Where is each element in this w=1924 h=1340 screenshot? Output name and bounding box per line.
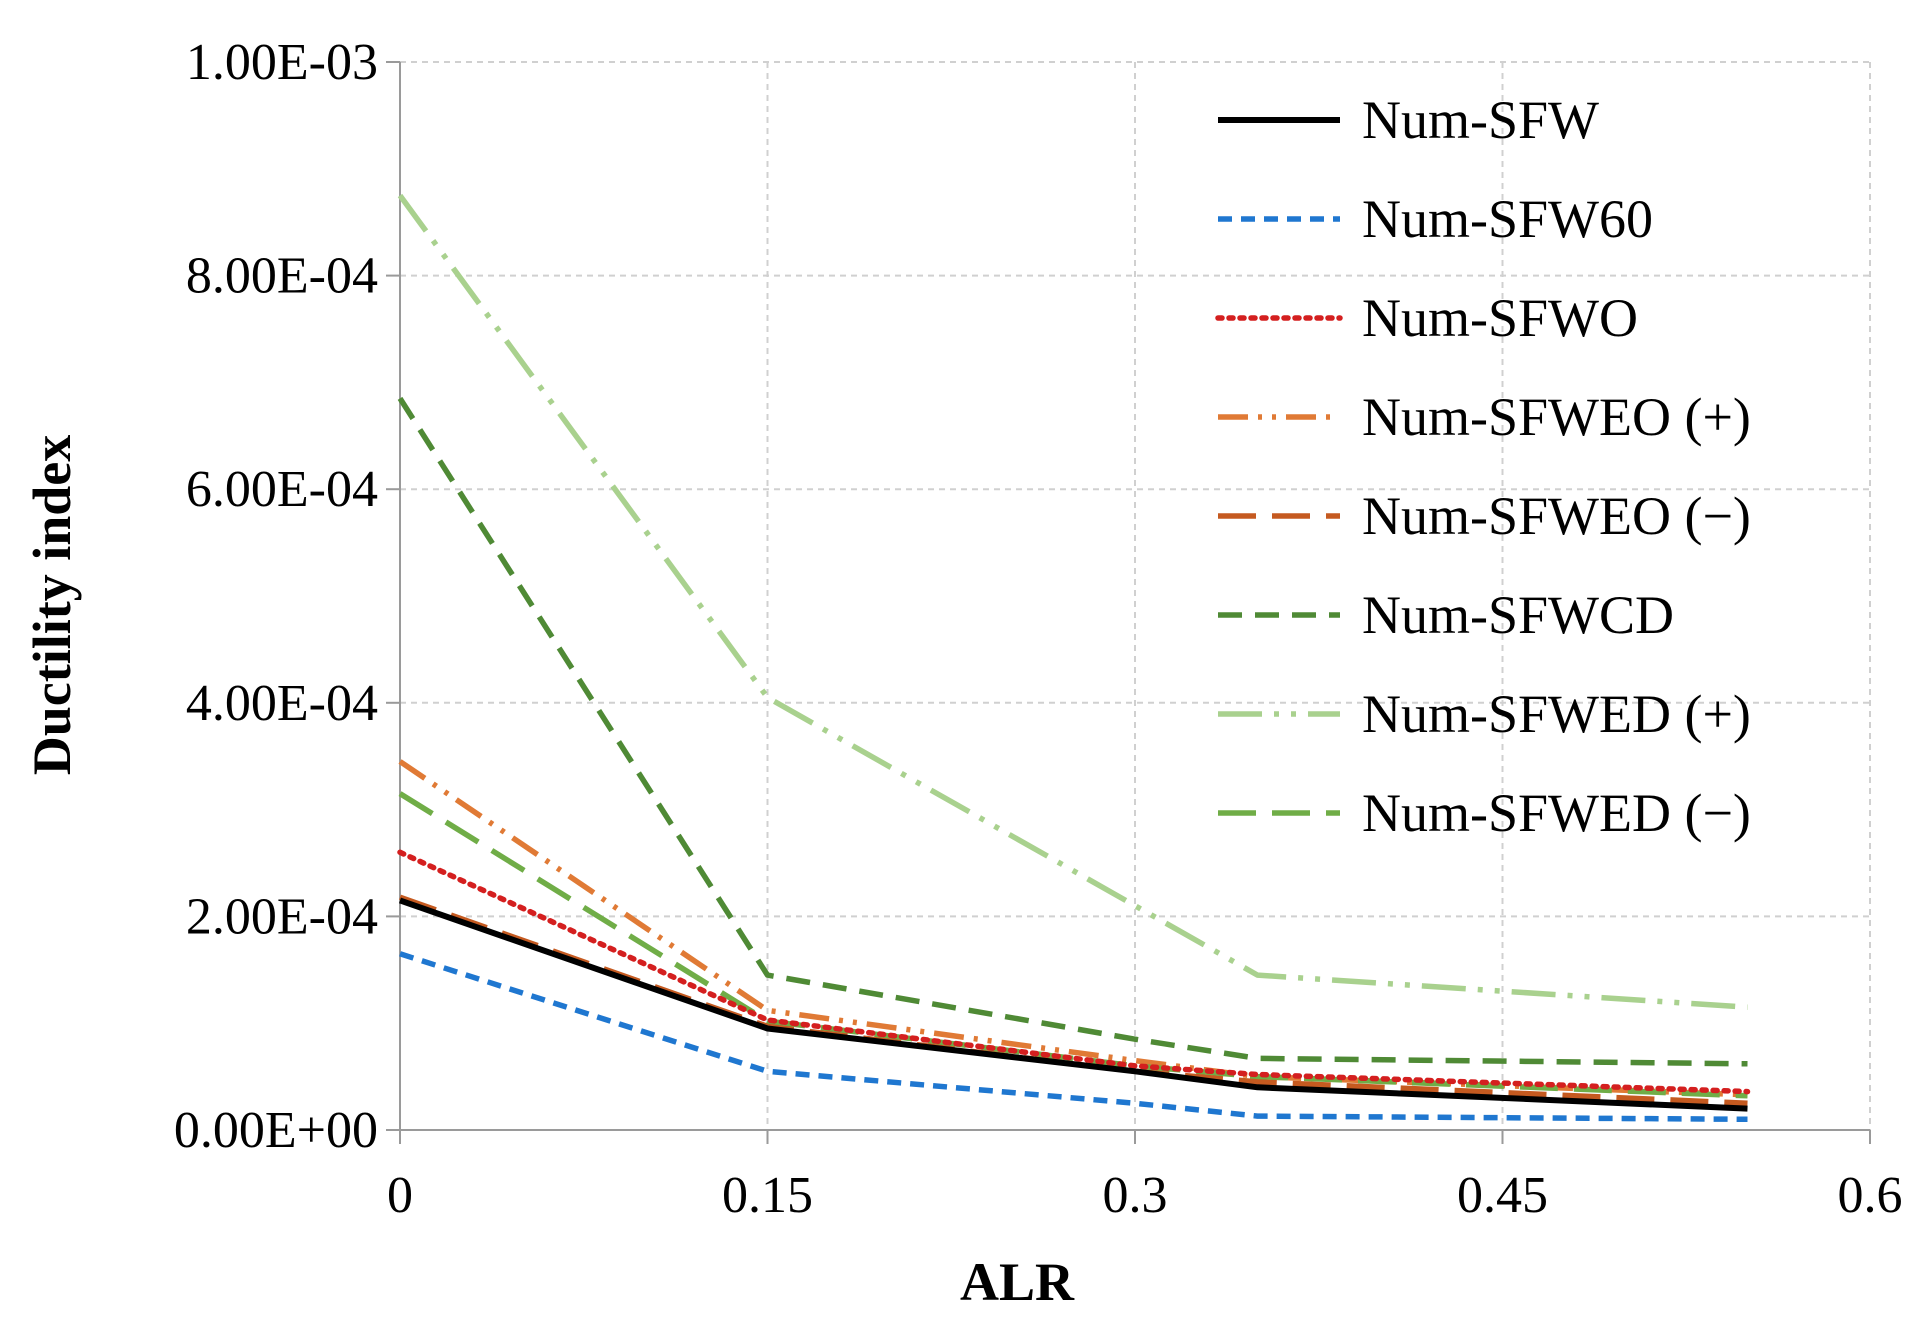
x-tick-label: 0: [387, 1167, 413, 1224]
series-line-num-sfwo: [397, 849, 1751, 1095]
legend-label-num-sfweo-minus: Num-SFWEO (−): [1362, 486, 1751, 546]
y-axis-title: Ductility index: [22, 435, 82, 776]
series-line-num-sfwcd: [397, 396, 1748, 1067]
series-lines: [397, 193, 1751, 1123]
y-tick-label: 0.00E+00: [174, 1102, 378, 1159]
series-line-num-sfw60: [399, 951, 1748, 1123]
legend-label-num-sfwo: Num-SFWO: [1362, 288, 1638, 348]
y-tick-label: 2.00E-04: [186, 888, 378, 945]
legend-label-num-sfweo-plus: Num-SFWEO (+): [1362, 387, 1751, 447]
y-tick-label: 1.00E-03: [186, 34, 378, 91]
legend-label-num-sfwed-plus: Num-SFWED (+): [1362, 684, 1751, 744]
x-tick-label: 0.15: [722, 1167, 813, 1224]
grid: [400, 61, 1871, 1130]
y-tick-label: 8.00E-04: [186, 248, 378, 305]
legend-label-num-sfwcd: Num-SFWCD: [1362, 585, 1674, 645]
axes: 0.00E+00 2.00E-04 4.00E-04 6.00E-04 8.00E-04…: [174, 34, 1903, 1224]
series-line-num-sfweo-minus: [399, 894, 1748, 1107]
y-tick-label: 4.00E-04: [186, 675, 378, 732]
series-line-num-sfw: [399, 897, 1748, 1112]
series-line-num-sfwed-minus: [398, 791, 1748, 1099]
legend: Num-SFW Num-SFW60 Num-SFWO Num-SFWEO (+) Num…: [1215, 90, 1751, 843]
x-tick-label: 0.3: [1103, 1167, 1168, 1224]
legend-label-num-sfw: Num-SFW: [1362, 90, 1599, 150]
legend-label-num-sfwed-minus: Num-SFWED (−): [1362, 783, 1751, 843]
y-tick-label: 6.00E-04: [186, 461, 378, 518]
x-tick-label: 0.6: [1838, 1167, 1903, 1224]
x-axis-title: ALR: [960, 1252, 1075, 1312]
legend-label-num-sfw60: Num-SFW60: [1362, 189, 1653, 249]
x-tick-label: 0.45: [1457, 1167, 1548, 1224]
